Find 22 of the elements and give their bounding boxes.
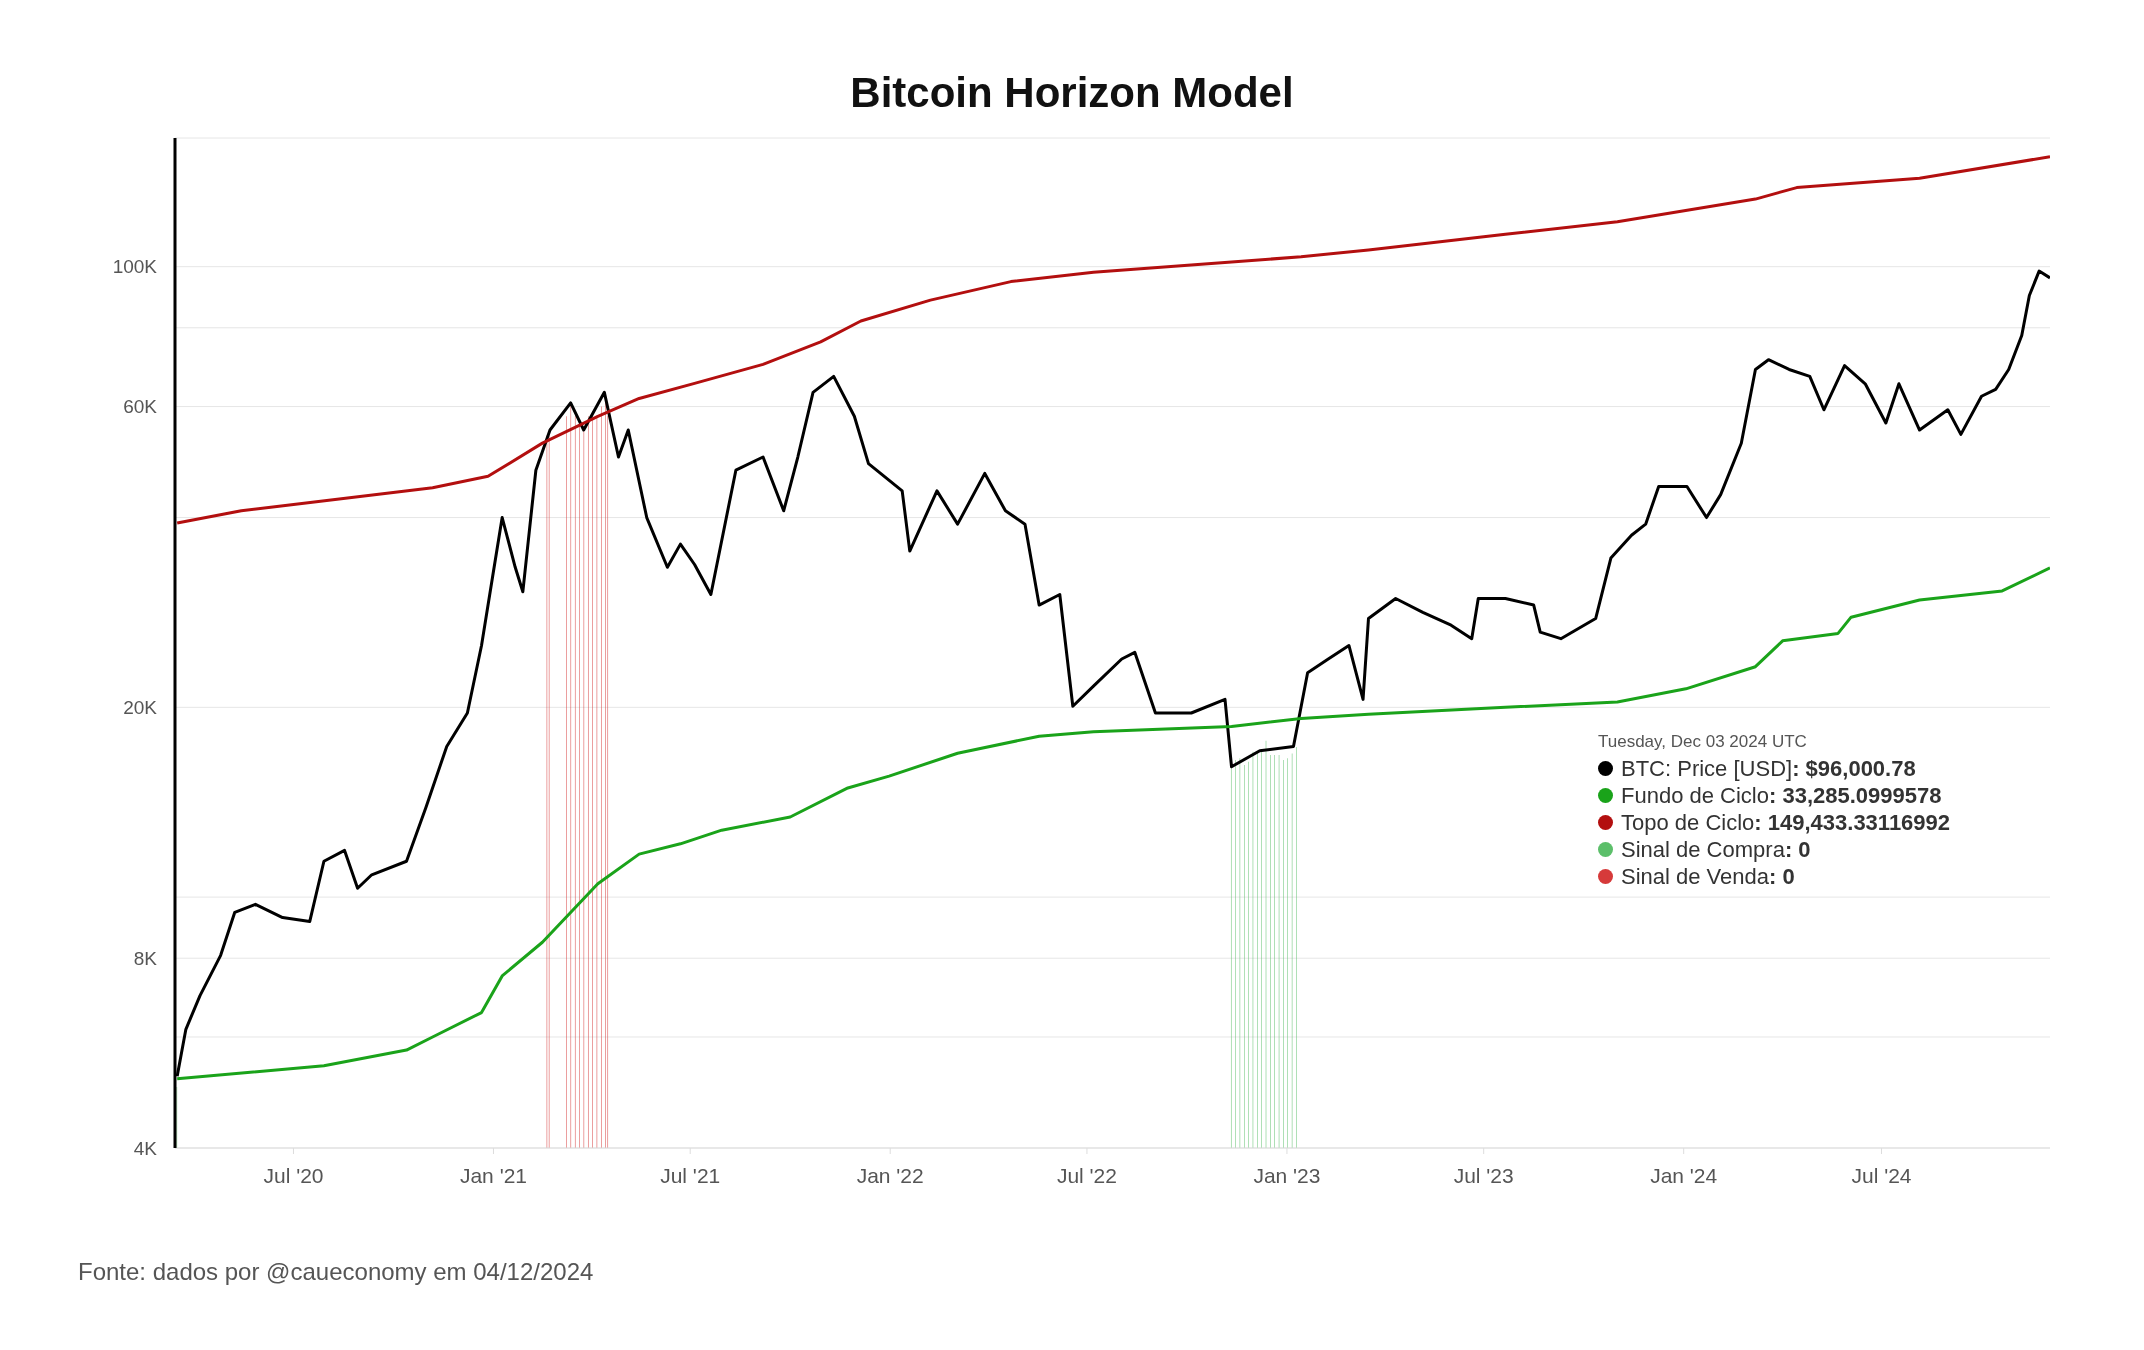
x-tick-label: Jan '23	[1253, 1163, 1321, 1187]
chart-title: Bitcoin Horizon Model	[849, 68, 1295, 118]
annotation: : 0	[1769, 864, 1795, 889]
y-tick-label: 20K	[123, 697, 158, 719]
source-note: Fonte: dados por @caueconomy em 04/12/2024	[77, 1257, 595, 1286]
x-tick-label: Jul '24	[1851, 1163, 1912, 1187]
annotation: : 33,285.0999578	[1768, 783, 1942, 808]
x-tick-label: Jan '22	[856, 1163, 924, 1187]
y-tick-label: 100K	[112, 256, 158, 278]
x-tick-label: Jul '21	[660, 1163, 721, 1187]
x-tick-label: Jul '23	[1453, 1163, 1514, 1187]
y-tick-label: 60K	[123, 396, 158, 418]
annotation: : $96,000.78	[1792, 756, 1916, 781]
y-tick-label: 8K	[133, 947, 158, 969]
annotation: : 149,433.33116992	[1754, 810, 1951, 835]
x-tick-label: Jul '20	[263, 1163, 324, 1187]
x-tick-label: Jan '24	[1650, 1163, 1718, 1187]
x-tick-label: Jan '21	[459, 1163, 528, 1187]
annotation: Tuesday, Dec 03 2024 UTC	[1598, 731, 1808, 753]
annotation: : 0	[1784, 837, 1811, 862]
x-tick-label: Jul '22	[1056, 1163, 1117, 1187]
y-tick-label: 4K	[133, 1137, 158, 1159]
